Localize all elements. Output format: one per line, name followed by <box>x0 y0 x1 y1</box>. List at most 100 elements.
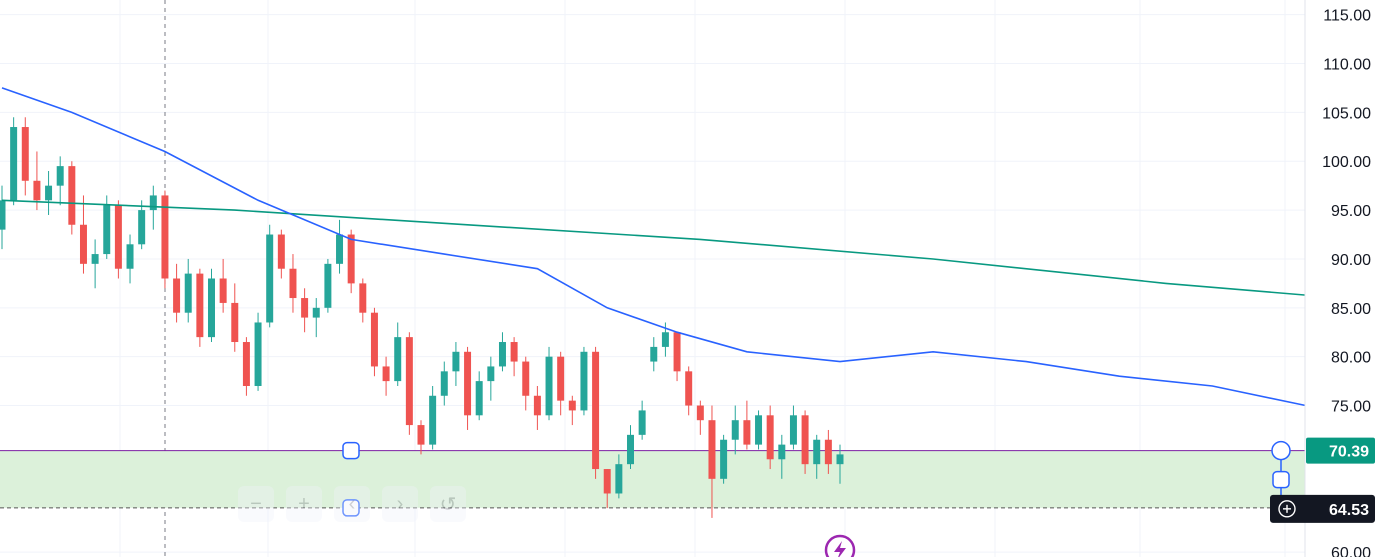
candle <box>231 283 239 352</box>
candle <box>138 200 146 250</box>
candle <box>0 185 6 250</box>
candle <box>836 444 844 484</box>
chevron-right-icon[interactable]: › <box>382 486 418 522</box>
candle <box>487 356 495 401</box>
candle <box>347 229 355 294</box>
upper-price-badge[interactable]: 70.39 <box>1306 437 1375 464</box>
candle <box>429 385 437 450</box>
price-tick-label: 75.00 <box>1331 399 1371 416</box>
candle <box>813 434 821 479</box>
candle <box>336 219 344 274</box>
candle <box>615 454 623 499</box>
candle <box>114 200 122 279</box>
candle <box>533 385 541 430</box>
price-tick-label: 115.00 <box>1323 8 1371 25</box>
candle <box>708 405 716 518</box>
price-axis[interactable]: 115.00 110.00 105.00 100.00 95.00 90.00 85.00 8… <box>1270 0 1379 557</box>
upper-price-label: 70.39 <box>1329 444 1369 461</box>
minus-icon[interactable]: − <box>238 486 274 522</box>
candle <box>91 239 99 289</box>
reset-icon[interactable]: ↺ <box>430 486 466 522</box>
candle <box>603 469 611 509</box>
candle <box>21 117 29 196</box>
candle <box>266 224 274 328</box>
zone-anchor-handle[interactable] <box>1271 440 1291 461</box>
candle <box>685 366 693 416</box>
candle <box>173 263 181 323</box>
candle <box>68 161 76 235</box>
candle <box>417 420 425 455</box>
candle <box>79 195 87 274</box>
zone-resize-handle[interactable] <box>1272 470 1290 489</box>
price-axis-bg <box>1305 0 1379 557</box>
candle <box>627 425 634 470</box>
candle <box>370 307 378 377</box>
flash-icon[interactable] <box>824 534 856 557</box>
candle <box>557 351 565 416</box>
candle <box>498 332 506 372</box>
candle <box>312 298 320 338</box>
moving-average-fast <box>1 87 1379 412</box>
chart-toolbar: − + ‹ › ↺ <box>238 486 466 524</box>
candle <box>650 337 658 372</box>
candle <box>161 190 169 289</box>
candle <box>184 258 192 323</box>
candle <box>126 234 134 284</box>
plus-icon[interactable]: + <box>286 486 322 522</box>
lower-price-label: 64.53 <box>1329 502 1369 519</box>
candle <box>801 410 809 474</box>
candle <box>568 395 576 426</box>
candle <box>545 346 553 421</box>
candle <box>510 337 518 377</box>
price-tick-label: 85.00 <box>1331 301 1371 318</box>
plus-circle-icon[interactable] <box>1278 500 1296 518</box>
candle <box>580 346 588 416</box>
candle <box>103 195 111 259</box>
candle <box>405 332 413 435</box>
moving-average-slow <box>1 199 1379 303</box>
candle <box>45 171 53 215</box>
candle <box>56 156 64 206</box>
chevron-left-icon[interactable]: ‹ <box>334 486 370 522</box>
candle <box>696 400 704 435</box>
zone-handles[interactable] <box>342 440 1291 517</box>
candle <box>720 434 728 484</box>
price-tick-label: 60.00 <box>1331 545 1371 557</box>
candle <box>33 151 41 211</box>
price-tick-label: 105.00 <box>1322 105 1371 122</box>
candle <box>731 405 739 455</box>
candle <box>464 346 472 430</box>
candle <box>755 410 763 450</box>
candle <box>778 434 786 479</box>
price-tick-label: 90.00 <box>1331 252 1371 269</box>
candle <box>324 258 332 313</box>
price-tick-label: 80.00 <box>1331 350 1371 367</box>
zone-fill <box>0 450 1305 508</box>
candle <box>208 268 215 343</box>
candle <box>440 361 448 406</box>
candle <box>277 229 285 279</box>
candle <box>196 268 204 347</box>
candle <box>254 312 262 391</box>
price-zone[interactable] <box>0 450 1305 509</box>
candle <box>824 429 832 474</box>
candle <box>789 405 797 450</box>
candle <box>10 117 18 206</box>
candle <box>149 185 157 230</box>
candle <box>452 342 460 386</box>
zone-handle[interactable] <box>342 441 360 460</box>
candle <box>219 258 227 313</box>
candles <box>0 117 844 518</box>
candle <box>522 356 530 411</box>
zone-handle[interactable] <box>342 499 360 517</box>
candle <box>673 332 681 382</box>
candle <box>743 400 751 450</box>
candle <box>301 288 309 333</box>
lower-price-badge[interactable]: 64.53 <box>1270 494 1375 523</box>
candle <box>592 346 600 479</box>
price-tick-label: 100.00 <box>1322 154 1371 171</box>
candle <box>242 337 250 396</box>
candle <box>289 254 297 313</box>
